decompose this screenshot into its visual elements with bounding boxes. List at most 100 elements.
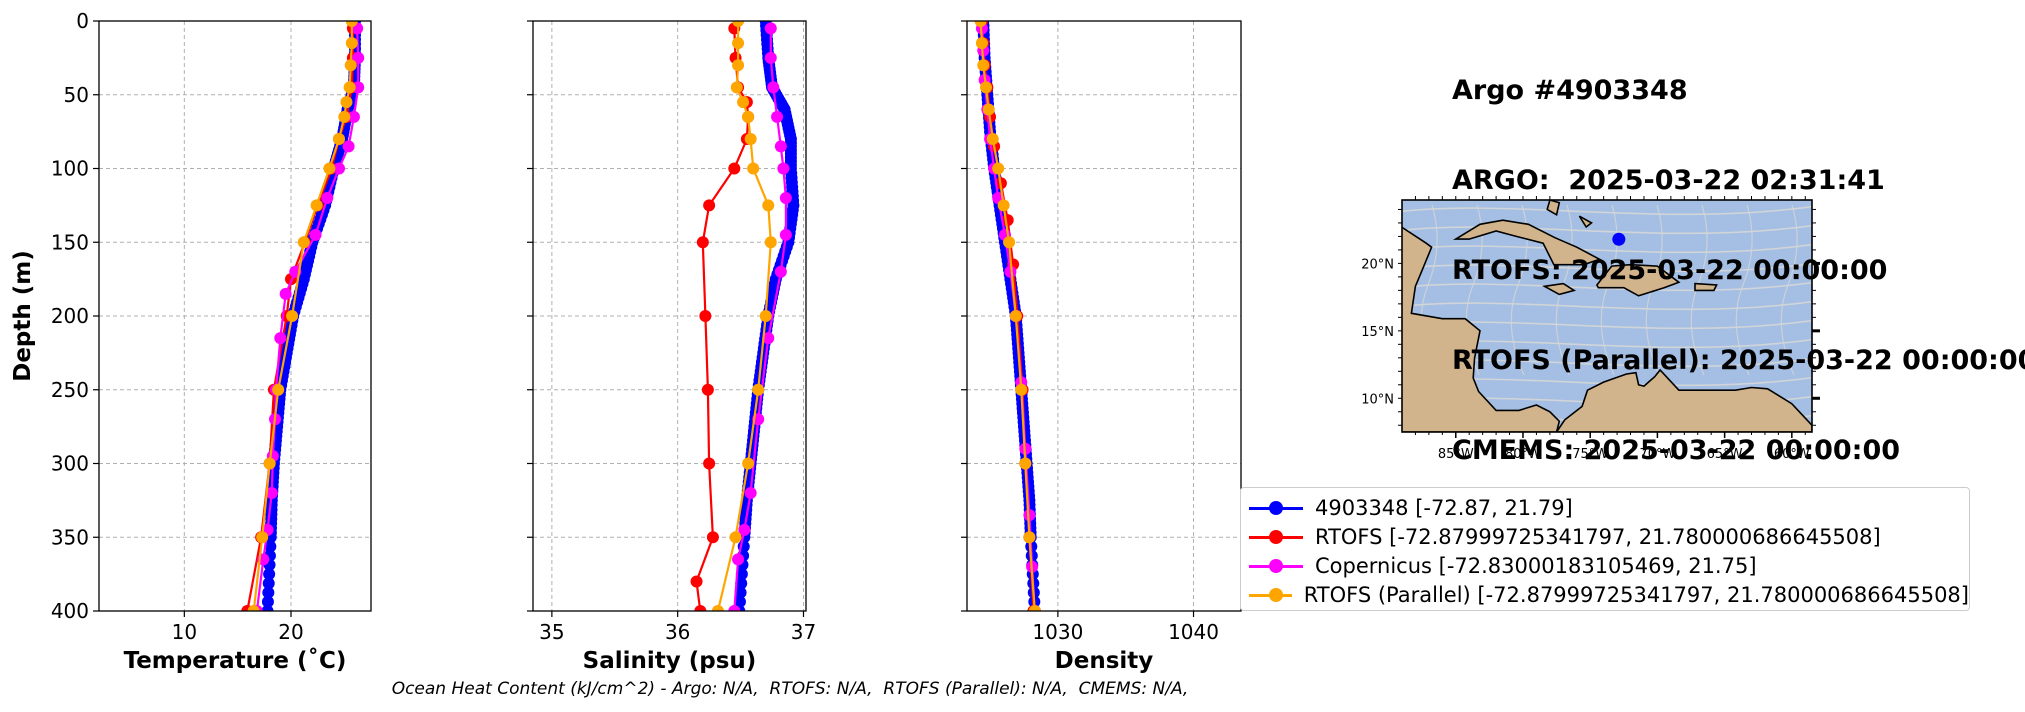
legend-entry-rtofs-parallel: RTOFS (Parallel) [-72.87999725341797, 21… [1241,580,1969,609]
data-point-copernicus [779,228,792,241]
legend-entry-copernicus: Copernicus [-72.83000183105469, 21.75] [1241,551,1969,580]
data-point-rtofs-parallel [744,133,757,145]
map-lon-label: 85°W [1438,447,1474,462]
data-point-copernicus [771,110,784,123]
map-lat-label: 20°N [1361,257,1394,272]
data-point-copernicus [774,265,787,278]
data-point-copernicus [279,287,292,300]
data-point-copernicus [777,162,790,175]
data-point-4903348 [262,577,275,590]
data-point-rtofs-parallel [742,110,755,123]
y-tick-label: 0 [76,9,89,33]
data-point-4903348 [735,577,748,590]
map-land-jamaica [1542,282,1577,296]
data-point-copernicus [762,332,775,345]
legend-entry-argo: 4903348 [-72.87, 21.79] [1241,493,1969,522]
data-point-rtofs [703,199,716,212]
data-point-copernicus [779,192,792,204]
map-land-cuba [1452,219,1602,266]
y-tick-label: 200 [51,304,89,328]
data-point-rtofs-parallel [752,383,765,396]
header-line-cmems-time: CMEMS: 2025-03-22 00:00:00 [1452,435,1901,466]
data-point-copernicus [744,487,757,499]
map-frame [1401,199,1813,433]
data-point-rtofs-parallel [1019,457,1032,470]
data-point-copernicus [352,81,365,94]
data-point-rtofs-parallel [272,383,285,396]
data-point-rtofs [706,531,719,544]
data-point-copernicus [1023,509,1036,522]
data-point-rtofs-parallel [747,162,760,175]
data-point-rtofs-parallel [711,605,724,611]
legend-marker-argo [1249,498,1303,518]
data-point-copernicus [767,81,780,94]
data-point-rtofs-parallel [263,457,276,470]
map-float-marker [1612,232,1626,246]
data-point-rtofs-parallel [732,59,745,72]
legend-label-copernicus: Copernicus [-72.83000183105469, 21.75] [1315,553,1757,578]
data-point-copernicus [347,110,360,123]
data-point-rtofs-parallel [732,21,745,27]
data-point-rtofs-parallel [286,310,299,322]
data-point-rtofs-parallel [323,162,336,175]
legend-marker-copernicus [1249,556,1303,576]
data-point-copernicus [764,51,777,64]
data-point-rtofs [699,310,712,322]
map-streamline [1780,204,1798,376]
data-point-4903348 [733,595,746,608]
data-point-copernicus [764,22,777,35]
data-point-copernicus [732,553,745,566]
data-point-rtofs-parallel [256,531,269,544]
data-point-rtofs-parallel [737,96,750,109]
map-content [1402,200,1812,432]
data-point-rtofs-parallel [1009,310,1022,322]
data-point-rtofs-parallel [759,310,772,322]
profile-panel-2: 35 36 37 Salinity (psu) [527,20,816,674]
map-lat-label: 10°N [1361,392,1394,407]
data-point-rtofs-parallel [343,81,356,94]
legend-entry-rtofs: RTOFS [-72.87999725341797, 21.7800006866… [1241,522,1969,551]
data-point-rtofs [694,605,707,611]
data-point-rtofs [701,383,714,396]
data-point-rtofs-parallel [729,531,742,544]
inset-map: 85°W 80°W 75°W 70°W 65°W 60°W 20°N 15°N 10°N [1361,196,1820,462]
header-line-rtofs-time: RTOFS: 2025-03-22 00:00:00 [1452,255,1888,286]
map-streamline [1402,262,1812,273]
series-group [241,21,365,611]
x-tick-label: 1040 [1168,620,1219,644]
data-point-rtofs-parallel [732,37,745,50]
map-land-hispaniola [1595,263,1681,297]
x-tick-label: 1030 [1032,620,1083,644]
data-point-rtofs-parallel [1003,236,1016,249]
x-tick-label: 37 [791,620,816,644]
legend: 4903348 [-72.87, 21.79] RTOFS [-72.87999… [1240,487,1970,611]
data-point-rtofs-parallel [297,236,310,249]
data-point-rtofs-parallel [977,59,990,72]
data-point-rtofs-parallel [340,96,353,109]
profile-panel-1: 0 50 100 150 200 250 300 350 400 10 20 Temperature … [10,9,372,674]
data-point-copernicus [309,228,322,241]
data-point-rtofs-parallel [310,199,323,212]
data-point-rtofs-parallel [1028,605,1041,611]
data-point-rtofs-parallel [982,103,995,116]
data-point-copernicus [1004,265,1017,278]
data-point-copernicus [774,140,787,153]
data-point-rtofs [703,457,716,470]
x-tick-label: 20 [278,620,303,644]
data-point-rtofs-parallel [975,37,988,50]
data-point-copernicus [728,605,741,611]
map-streamline [1402,243,1812,254]
series-group [690,21,800,611]
data-point-rtofs-parallel [333,133,345,145]
data-point-rtofs-parallel [1015,383,1028,396]
y-tick-label: 250 [51,378,89,402]
data-point-rtofs-parallel [338,110,351,123]
data-point-rtofs-parallel [344,59,357,72]
data-point-4903348 [264,540,277,553]
map-land-puerto-rico [1694,282,1718,292]
data-point-rtofs-parallel [247,605,260,611]
data-point-copernicus [738,523,751,536]
map-lon-label: 70°W [1639,447,1675,462]
data-point-4903348 [735,568,748,581]
